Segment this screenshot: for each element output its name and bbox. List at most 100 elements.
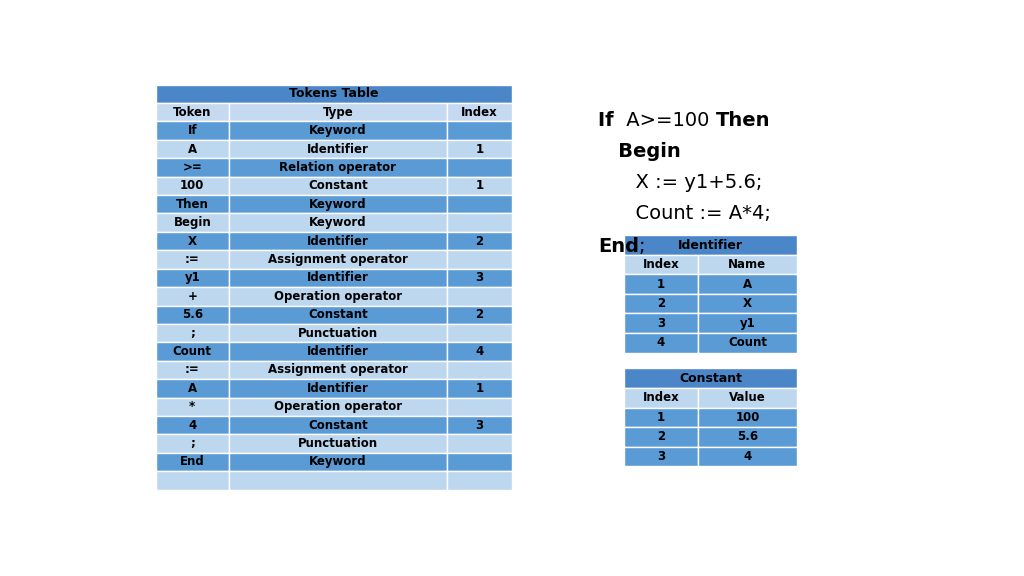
Text: 100: 100 bbox=[735, 411, 760, 424]
Bar bbox=[697, 408, 797, 427]
Bar bbox=[228, 158, 447, 177]
Bar bbox=[156, 195, 228, 214]
Bar bbox=[447, 361, 512, 379]
Text: ;: ; bbox=[189, 437, 195, 450]
Bar bbox=[228, 361, 447, 379]
Bar bbox=[156, 122, 228, 140]
Bar bbox=[624, 446, 697, 466]
Bar bbox=[228, 453, 447, 471]
Text: X := y1+5.6;: X := y1+5.6; bbox=[598, 173, 762, 192]
Text: 1: 1 bbox=[656, 411, 665, 424]
Text: Constant: Constant bbox=[308, 179, 368, 192]
Bar bbox=[228, 140, 447, 158]
Text: +: + bbox=[187, 290, 198, 303]
Bar bbox=[447, 397, 512, 416]
Text: 4: 4 bbox=[656, 336, 665, 349]
Text: 1: 1 bbox=[656, 278, 665, 291]
Text: 2: 2 bbox=[475, 234, 483, 248]
Text: 5.6: 5.6 bbox=[737, 430, 758, 444]
Text: Assignment operator: Assignment operator bbox=[268, 253, 408, 266]
Text: Keyword: Keyword bbox=[309, 124, 367, 137]
Bar bbox=[624, 275, 697, 294]
Bar bbox=[156, 305, 228, 324]
Text: Identifier: Identifier bbox=[307, 271, 369, 285]
Text: Operation operator: Operation operator bbox=[273, 400, 402, 413]
Text: Punctuation: Punctuation bbox=[298, 327, 378, 340]
Bar bbox=[228, 471, 447, 490]
Text: Then: Then bbox=[716, 111, 770, 130]
Text: Index: Index bbox=[461, 106, 498, 119]
Bar bbox=[697, 313, 797, 333]
Text: A: A bbox=[742, 278, 752, 291]
Bar bbox=[156, 103, 228, 122]
Text: 3: 3 bbox=[656, 450, 665, 463]
Bar bbox=[228, 416, 447, 434]
Bar bbox=[447, 122, 512, 140]
Text: 5.6: 5.6 bbox=[181, 308, 203, 321]
Text: Index: Index bbox=[642, 391, 679, 404]
Bar bbox=[156, 268, 228, 287]
Text: Identifier: Identifier bbox=[307, 382, 369, 395]
Text: Begin: Begin bbox=[173, 216, 211, 229]
Text: Constant: Constant bbox=[308, 419, 368, 431]
Bar bbox=[447, 268, 512, 287]
Text: X: X bbox=[742, 297, 752, 310]
Text: 3: 3 bbox=[475, 419, 483, 431]
Bar bbox=[697, 388, 797, 408]
Bar bbox=[697, 427, 797, 446]
Bar bbox=[624, 427, 697, 446]
Text: End: End bbox=[598, 237, 639, 256]
Text: Identifier: Identifier bbox=[678, 238, 743, 252]
Bar bbox=[624, 236, 797, 255]
Bar bbox=[156, 232, 228, 251]
Text: :=: := bbox=[185, 253, 200, 266]
Bar bbox=[447, 453, 512, 471]
Text: Constant: Constant bbox=[308, 308, 368, 321]
Text: Then: Then bbox=[176, 198, 209, 211]
Bar bbox=[447, 305, 512, 324]
Text: Identifier: Identifier bbox=[307, 234, 369, 248]
Bar bbox=[156, 214, 228, 232]
Text: Count: Count bbox=[173, 345, 212, 358]
Text: If: If bbox=[187, 124, 197, 137]
Text: Value: Value bbox=[729, 391, 766, 404]
Text: Relation operator: Relation operator bbox=[280, 161, 396, 174]
Text: 3: 3 bbox=[475, 271, 483, 285]
Text: y1: y1 bbox=[184, 271, 200, 285]
Text: X: X bbox=[187, 234, 197, 248]
Text: Punctuation: Punctuation bbox=[298, 437, 378, 450]
Bar bbox=[228, 434, 447, 453]
Bar bbox=[156, 453, 228, 471]
Bar bbox=[228, 305, 447, 324]
Bar bbox=[697, 333, 797, 353]
Text: 2: 2 bbox=[656, 297, 665, 310]
Text: A: A bbox=[187, 143, 197, 156]
Text: Count := A*4;: Count := A*4; bbox=[598, 204, 771, 223]
Text: Name: Name bbox=[728, 258, 767, 271]
Bar bbox=[228, 379, 447, 397]
Text: A: A bbox=[187, 382, 197, 395]
Text: 4: 4 bbox=[475, 345, 483, 358]
Bar bbox=[156, 361, 228, 379]
Text: Begin: Begin bbox=[598, 142, 681, 161]
Bar bbox=[697, 275, 797, 294]
Bar bbox=[447, 140, 512, 158]
Bar bbox=[447, 379, 512, 397]
Bar bbox=[697, 446, 797, 466]
Text: 1: 1 bbox=[475, 382, 483, 395]
Text: 3: 3 bbox=[656, 317, 665, 329]
Text: End: End bbox=[180, 456, 205, 468]
Text: y1: y1 bbox=[739, 317, 756, 329]
Bar bbox=[624, 369, 797, 388]
Bar bbox=[228, 268, 447, 287]
Bar bbox=[447, 471, 512, 490]
Bar bbox=[447, 287, 512, 305]
Text: Token: Token bbox=[173, 106, 212, 119]
Bar bbox=[156, 434, 228, 453]
Bar bbox=[447, 103, 512, 122]
Bar bbox=[624, 313, 697, 333]
Bar bbox=[156, 342, 228, 361]
Text: 2: 2 bbox=[475, 308, 483, 321]
Bar bbox=[447, 416, 512, 434]
Text: Type: Type bbox=[323, 106, 353, 119]
